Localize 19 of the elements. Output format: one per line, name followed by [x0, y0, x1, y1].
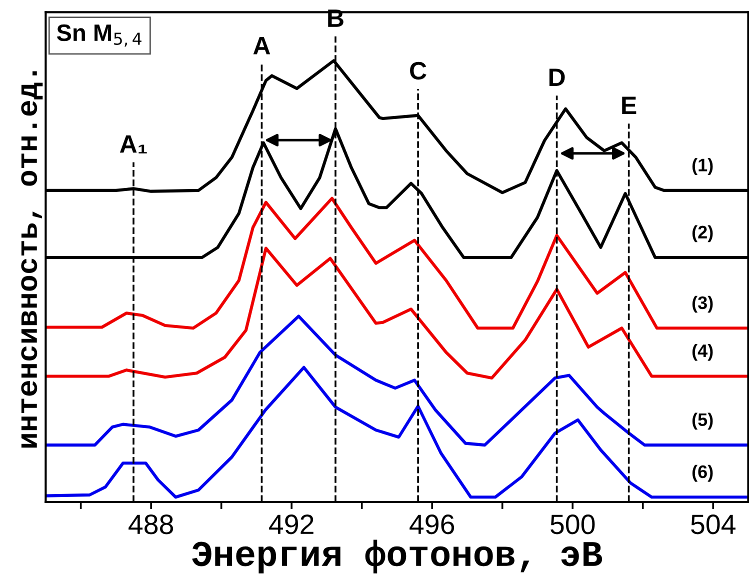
x-tick-label: 504: [691, 514, 736, 534]
series-label: (4): [692, 344, 713, 361]
ref-line-label: D: [549, 68, 565, 86]
x-tick-label: 500: [550, 514, 595, 534]
y-axis-title: интенсивность, отн.ед.: [21, 71, 43, 448]
ref-line-label: A₁: [120, 135, 147, 154]
x-tick-label: 496: [410, 514, 454, 534]
series-label: (1): [692, 158, 713, 175]
series-label: (5): [692, 412, 713, 430]
ref-line-label: A: [253, 37, 270, 54]
series-label: (6): [692, 464, 713, 482]
x-tick-label: 492: [269, 514, 314, 534]
series-label: (3): [692, 296, 713, 313]
x-tick-label: 488: [128, 514, 174, 534]
text: Sn M$_{5,4}$: [56, 24, 142, 47]
ref-line-label: C: [410, 62, 426, 80]
series-label: (2): [692, 225, 713, 242]
x-axis-title: Энергия фотонов, эВ: [192, 540, 602, 574]
ref-line-label: E: [622, 96, 636, 114]
